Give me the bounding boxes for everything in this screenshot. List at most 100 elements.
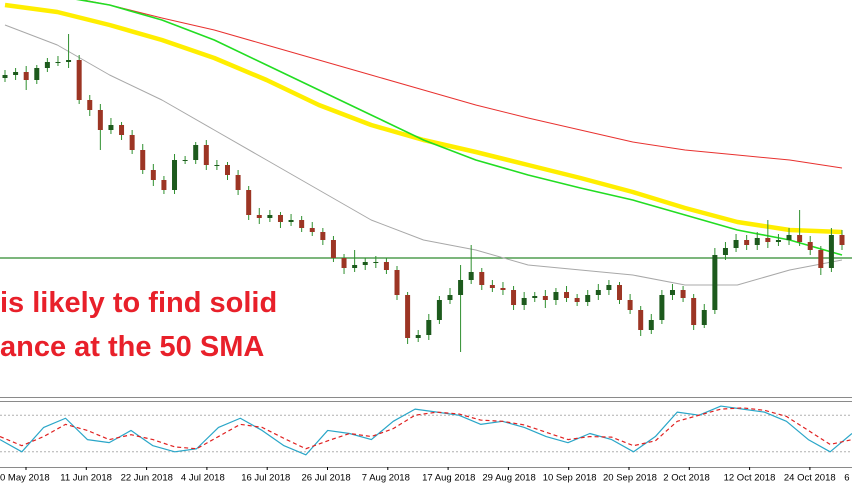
time-axis: 0 May 2018 11 Jun 2018 22 Jun 2018 4 Jul 20… <box>0 467 852 484</box>
candle-body <box>436 300 442 320</box>
candle-body <box>489 285 495 288</box>
candle-body <box>585 295 591 302</box>
candle-body <box>627 300 633 310</box>
line-series <box>4 24 843 286</box>
candle-body <box>405 295 411 338</box>
candle-body <box>150 170 156 180</box>
candle-body <box>299 220 305 228</box>
x-tick-label: 17 Aug 2018 <box>422 473 475 484</box>
line-series <box>80 0 843 169</box>
candle-body <box>807 242 813 250</box>
x-tick-label: 6 N <box>844 473 852 484</box>
candle-body <box>744 240 750 245</box>
candle-body <box>129 135 135 150</box>
x-tick-label: 12 Oct 2018 <box>724 473 776 484</box>
candle-body <box>66 60 72 62</box>
candle-body <box>203 145 209 165</box>
candle-body <box>722 248 728 255</box>
line-series <box>0 405 852 456</box>
candle-body <box>330 240 336 258</box>
line-series <box>0 407 852 450</box>
candle-body <box>55 62 61 63</box>
candle-body <box>97 110 103 130</box>
candle-body <box>669 290 675 295</box>
candle-body <box>256 215 262 218</box>
candle-body <box>172 160 178 190</box>
x-tick-label: 20 Sep 2018 <box>603 473 657 484</box>
candle-body <box>839 235 845 245</box>
candle-body <box>691 298 697 325</box>
candle-body <box>564 292 570 298</box>
candle-body <box>352 265 358 268</box>
candle-body <box>277 215 283 222</box>
candle-body <box>415 335 421 338</box>
annotation-text: ance at the 50 SMA <box>0 331 264 363</box>
candle-body <box>246 190 252 215</box>
line-series <box>75 0 843 256</box>
candle-body <box>532 296 538 298</box>
oscillator-panel <box>0 405 852 456</box>
candle-body <box>712 255 718 310</box>
candle-body <box>2 75 8 78</box>
candle-body <box>733 240 739 248</box>
x-tick-label: 22 Jun 2018 <box>121 473 173 484</box>
candle-body <box>521 298 527 305</box>
candle-body <box>267 215 273 218</box>
candle-body <box>828 235 834 268</box>
candle-body <box>553 292 559 300</box>
candle-body <box>394 270 400 295</box>
annotation-text: is likely to find solid <box>0 287 277 319</box>
candle-body <box>468 272 474 280</box>
candle-body <box>288 220 294 222</box>
x-tick-label: 7 Aug 2018 <box>362 473 410 484</box>
candle-body <box>235 175 241 190</box>
x-tick-label: 16 Jul 2018 <box>241 473 290 484</box>
candle-body <box>214 165 220 166</box>
candle-body <box>140 150 146 170</box>
candle-body <box>500 288 506 290</box>
candle-body <box>119 125 125 135</box>
candle-body <box>617 285 623 300</box>
candle-body <box>775 240 781 242</box>
candle-body <box>818 250 824 268</box>
candle-body <box>13 72 19 75</box>
candle-body <box>309 228 315 232</box>
x-tick-label: 2 Oct 2018 <box>663 473 709 484</box>
candle-body <box>511 290 517 305</box>
price-panel <box>0 0 852 352</box>
candle-body <box>44 62 50 68</box>
candle-body <box>320 232 326 240</box>
candle-body <box>87 100 93 110</box>
candle-body <box>542 296 548 300</box>
candle-body <box>797 235 803 242</box>
candle-body <box>479 272 485 285</box>
candle-body <box>659 295 665 320</box>
x-tick-label: 29 Aug 2018 <box>482 473 535 484</box>
candle-body <box>362 262 368 265</box>
candle-body <box>383 262 389 270</box>
candle-body <box>574 298 580 302</box>
candle-body <box>161 180 167 190</box>
candle-body <box>447 295 453 300</box>
candle-body <box>754 238 760 245</box>
candle-body <box>638 310 644 330</box>
candle-body <box>23 72 29 80</box>
candle-body <box>680 290 686 298</box>
candle-body <box>193 145 199 160</box>
x-tick-label: 26 Jul 2018 <box>302 473 351 484</box>
candle-body <box>426 320 432 335</box>
candle-body <box>108 125 114 130</box>
x-tick-label: 11 Jun 2018 <box>60 473 112 484</box>
x-tick-label: 24 Oct 2018 <box>784 473 836 484</box>
candle-body <box>182 160 188 161</box>
candle-body <box>224 165 230 175</box>
x-tick-label: 10 Sep 2018 <box>543 473 597 484</box>
x-tick-label: 4 Jul 2018 <box>181 473 225 484</box>
candle-body <box>34 68 40 80</box>
candle-body <box>373 262 379 263</box>
candle-body <box>765 238 771 242</box>
candle-body <box>458 280 464 295</box>
